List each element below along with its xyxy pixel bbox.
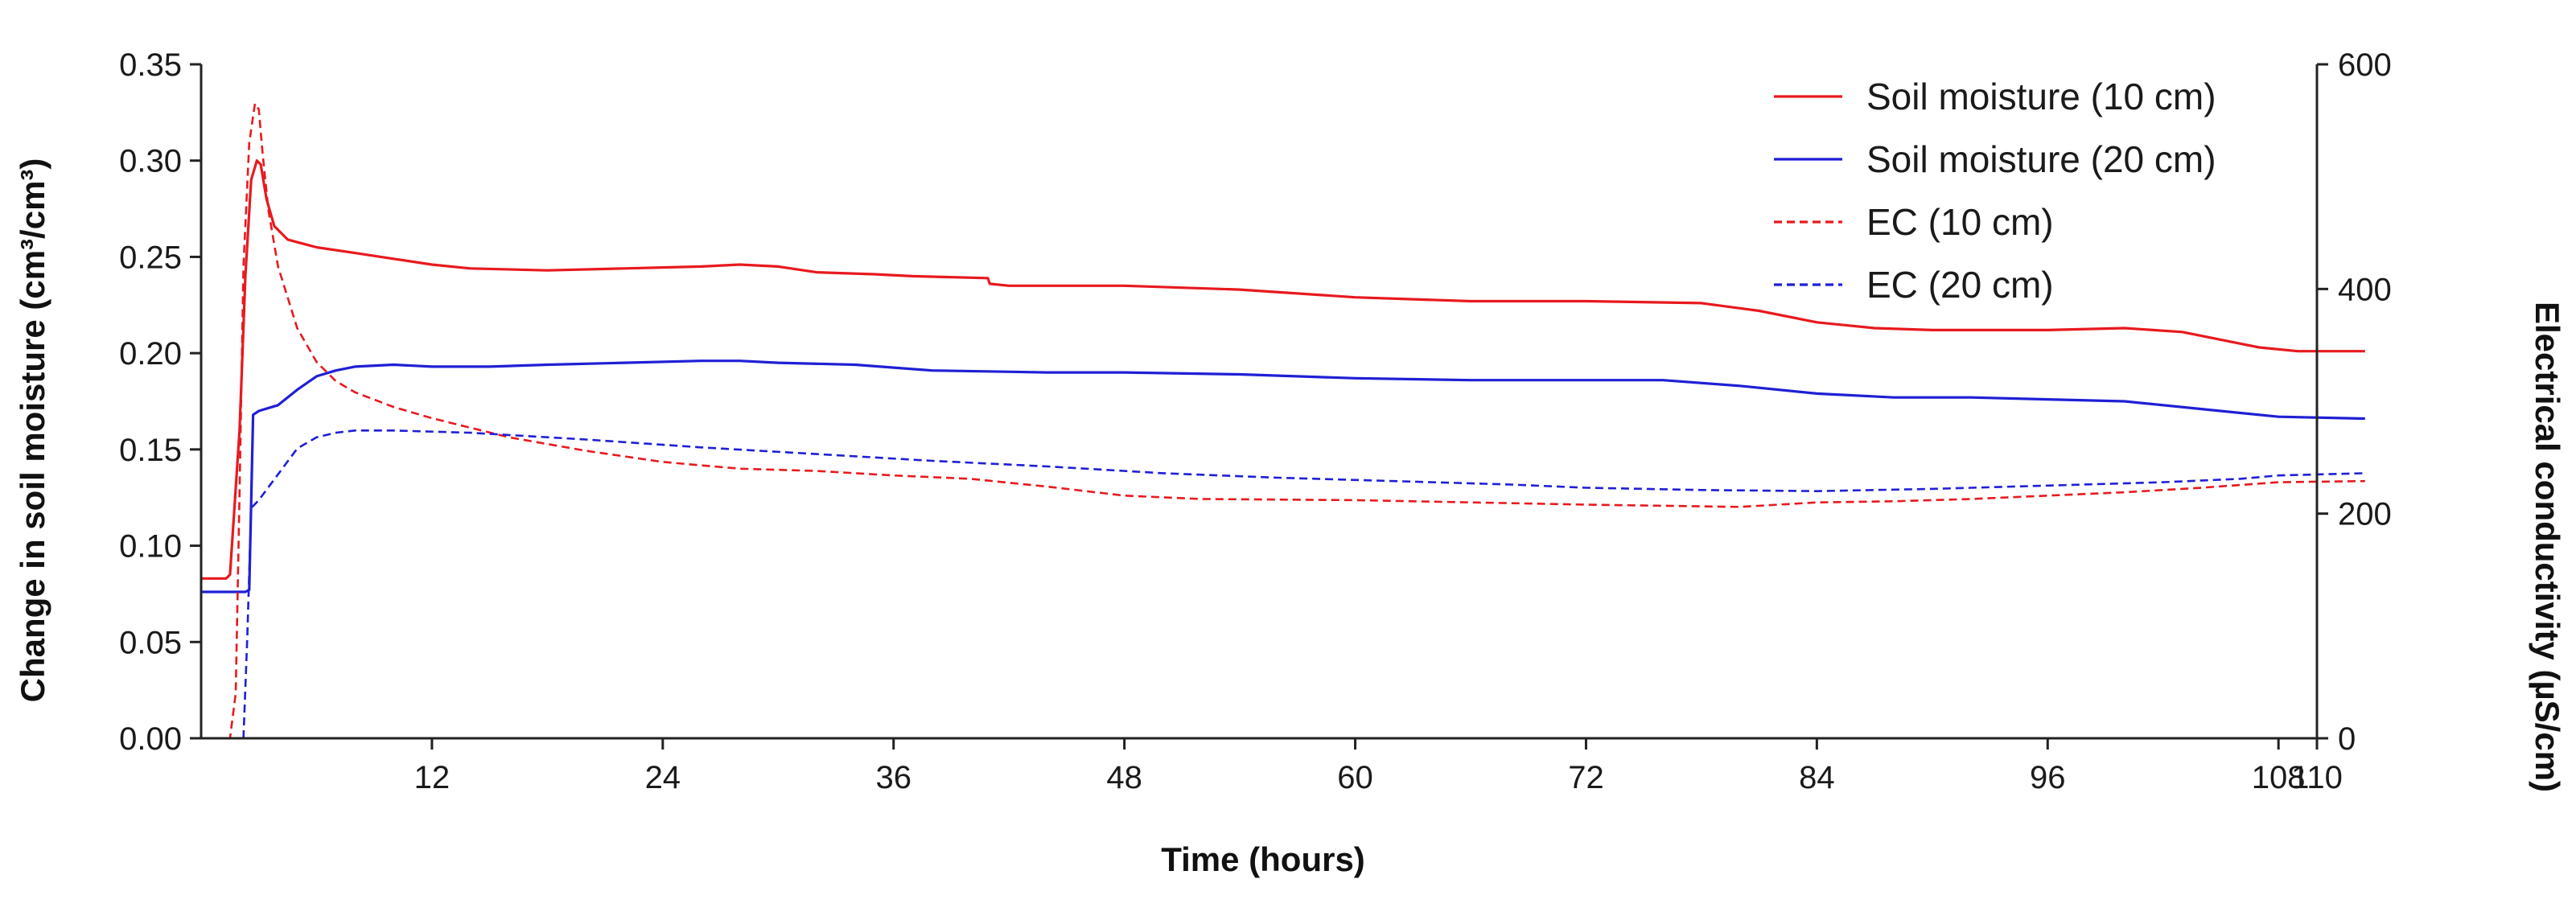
y-left-tick-label: 0.15 [119,433,182,468]
y-left-tick-label: 0.25 [119,240,182,275]
x-tick-label: 84 [1799,760,1835,795]
series-line-4 [242,429,2365,739]
series-line-2 [201,359,2365,594]
x-tick-label: 60 [1337,760,1373,795]
plot-lines [201,102,2365,740]
x-tick-label: 72 [1568,760,1604,795]
x-tick-label: 24 [645,760,681,795]
x-tick-label: 36 [875,760,911,795]
y-right-tick-label: 0 [2338,721,2356,757]
x-tick-label: 12 [414,760,451,795]
legend-label-1: Soil moisture (10 cm) [1866,76,2216,117]
y-right-axis-title: Electrical conductivity (µS/cm) [2529,302,2566,792]
y-left-tick-label: 0.05 [119,625,182,660]
y-right-tick-label: 200 [2338,497,2392,532]
y-left-tick-label: 0.10 [119,529,182,565]
y-left-tick-label: 0.00 [119,721,182,757]
legend-label-3: EC (10 cm) [1866,201,2054,243]
y-left-axis-title: Change in soil moisture (cm³/cm³) [14,158,51,703]
y-left-tick-label: 0.35 [119,47,182,83]
y-left-tick-label: 0.30 [119,144,182,179]
series-line-3 [201,102,2365,740]
x-tick-label: 110 [2291,760,2343,795]
series-line-1 [201,159,2365,580]
y-right-tick-label: 600 [2338,47,2392,83]
x-tick-label: 108 [2252,760,2306,795]
y-right-tick-label: 400 [2338,272,2392,307]
x-tick-label: 96 [2030,760,2066,795]
legend-label-4: EC (20 cm) [1866,264,2054,306]
x-axis-title: Time (hours) [1161,840,1365,878]
x-tick-label: 48 [1106,760,1142,795]
y-left-tick-label: 0.20 [119,336,182,372]
axes [200,64,2319,740]
legend: Soil moisture (10 cm) Soil moisture (20 c… [1774,76,2216,306]
legend-label-2: Soil moisture (20 cm) [1866,138,2216,180]
